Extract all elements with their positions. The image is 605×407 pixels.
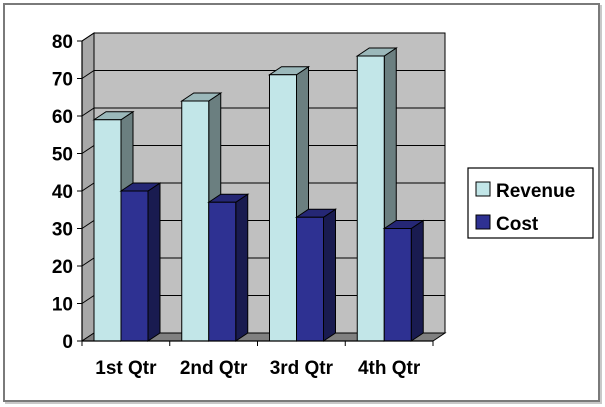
x-tick-label: 2nd Qtr (180, 358, 248, 379)
y-tick-label: 60 (52, 107, 73, 128)
legend-swatch-cost (475, 214, 491, 230)
gridline (81, 32, 445, 42)
y-tick-label: 30 (52, 220, 73, 241)
legend-label-cost: Cost (496, 214, 539, 235)
y-tick-label: 50 (52, 145, 73, 166)
x-tick-label: 3rd Qtr (270, 358, 334, 379)
bar-cost-2 (207, 193, 250, 342)
gridline (81, 107, 445, 117)
y-tick-label: 20 (52, 257, 73, 278)
y-tick-label: 80 (52, 32, 73, 53)
legend-label-revenue: Revenue (496, 181, 575, 202)
bar-cost-1 (119, 182, 162, 342)
y-tick-label: 0 (62, 332, 73, 353)
bar-cost-3 (294, 208, 338, 342)
axes: 0 10 20 30 40 50 60 70 80 1st Qtr 2nd Qtr 3rd Qtr 4t… (52, 32, 434, 379)
x-tick-label: 4th Qtr (358, 358, 421, 379)
y-tick-label: 70 (52, 70, 73, 91)
y-tick-label: 40 (52, 182, 73, 203)
y-tick-label: 10 (52, 295, 73, 316)
legend: Revenue Cost (467, 167, 594, 239)
bars (92, 47, 425, 342)
bar-cost-4 (382, 219, 425, 342)
x-tick-label: 1st Qtr (95, 358, 157, 379)
gridline (81, 70, 445, 79)
legend-swatch-revenue (475, 181, 491, 197)
